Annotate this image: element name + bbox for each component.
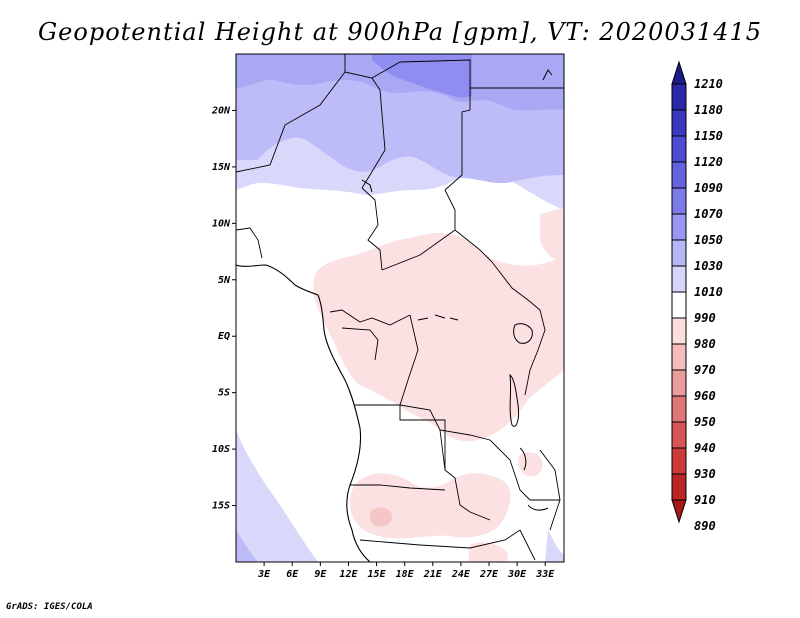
colorbar-level-label: 1070: [694, 207, 723, 221]
colorbar-swatch: [671, 291, 687, 319]
colorbar-swatch: [671, 265, 687, 293]
colorbar-level-label: 990: [694, 311, 716, 325]
pink-central: [313, 232, 564, 442]
blue-southwest: [236, 430, 318, 562]
lon-tick-label: 33E: [535, 569, 555, 580]
colorbar-swatch: [671, 343, 687, 371]
colorbar-level-label: 950: [694, 415, 716, 429]
colorbar-level-label: 980: [694, 337, 716, 351]
colorbar: 1210 1180 1150 1120 1090 1070 1050 1030 1010 990 9…: [671, 60, 723, 533]
colorbar-level-label: 1120: [694, 155, 723, 169]
blue-band-3: [236, 54, 564, 111]
colorbar-level-label: 1210: [694, 77, 723, 91]
colorbar-level-label: 1010: [694, 285, 723, 299]
latitude-axis: 20N 15N 10N 5N EQ 5S 10S 15S: [211, 105, 236, 512]
lat-tick-label: 5S: [218, 388, 230, 399]
lat-tick-label: 15S: [212, 501, 230, 512]
pink-southeast: [468, 542, 509, 562]
colorbar-bottom-arrow: [671, 499, 687, 524]
lon-tick-label: 21E: [423, 569, 443, 580]
colorbar-top-arrow: [671, 60, 687, 85]
colorbar-swatch: [671, 239, 687, 267]
lon-tick-label: 9E: [314, 569, 327, 580]
colorbar-swatch: [671, 187, 687, 215]
lat-tick-label: 5N: [218, 275, 231, 286]
lon-tick-label: 12E: [339, 569, 358, 580]
chart-title: Geopotential Height at 900hPa [gpm], VT:…: [38, 18, 762, 46]
colorbar-swatch: [671, 421, 687, 449]
colorbar-level-label: 1050: [694, 233, 723, 247]
colorbar-swatch: [671, 213, 687, 241]
lon-tick-label: 24E: [451, 569, 471, 580]
colorbar-swatch: [671, 135, 687, 163]
colorbar-swatch: [671, 447, 687, 475]
colorbar-swatch: [671, 395, 687, 423]
colorbar-level-label: 1030: [694, 259, 723, 273]
lon-tick-label: 27E: [479, 569, 499, 580]
blue-southeast: [545, 530, 564, 562]
lat-tick-label: 15N: [212, 162, 231, 173]
lon-tick-label: 3E: [257, 569, 271, 580]
lat-tick-label: EQ: [218, 331, 230, 342]
lakes: [361, 69, 553, 511]
country-borders: [236, 54, 564, 561]
colorbar-swatch: [671, 161, 687, 189]
lat-tick-label: 10N: [212, 218, 231, 229]
colorbar-level-label: 1090: [694, 181, 723, 195]
colorbar-level-label: 930: [694, 467, 716, 481]
pink-east-blob: [540, 208, 564, 261]
blue-core: [372, 54, 472, 98]
colorbar-swatch: [671, 369, 687, 397]
contour-fill: [236, 54, 564, 562]
longitude-axis: 3E 6E 9E 12E 15E 18E 21E 24E 27E 30E 33E: [257, 562, 555, 580]
colorbar-level-label: 970: [694, 363, 716, 377]
colorbar-swatch: [671, 83, 687, 111]
lon-tick-label: 6E: [286, 569, 299, 580]
colorbar-level-label: 960: [694, 389, 716, 403]
lat-tick-label: 10S: [212, 444, 230, 455]
lon-tick-label: 15E: [368, 569, 387, 580]
colorbar-level-label: 940: [694, 441, 716, 455]
colorbar-swatch: [671, 317, 687, 345]
map-frame: [235, 53, 565, 563]
colorbar-level-label: 890: [694, 519, 716, 533]
coastline: [236, 264, 371, 562]
colorbar-swatch: [671, 473, 687, 501]
lat-tick-label: 20N: [211, 105, 231, 116]
colorbar-level-label: 910: [694, 493, 716, 507]
colorbar-level-label: 1180: [694, 103, 723, 117]
colorbar-swatch: [671, 109, 687, 137]
pink-small-east: [518, 452, 543, 477]
lon-tick-label: 18E: [396, 569, 415, 580]
blue-southwest-deep: [236, 530, 258, 562]
colorbar-level-label: 1150: [694, 129, 723, 143]
lon-tick-label: 30E: [507, 569, 527, 580]
grads-credit: GrADS: IGES/COLA: [6, 602, 93, 612]
pink-south-mid: [369, 507, 393, 527]
